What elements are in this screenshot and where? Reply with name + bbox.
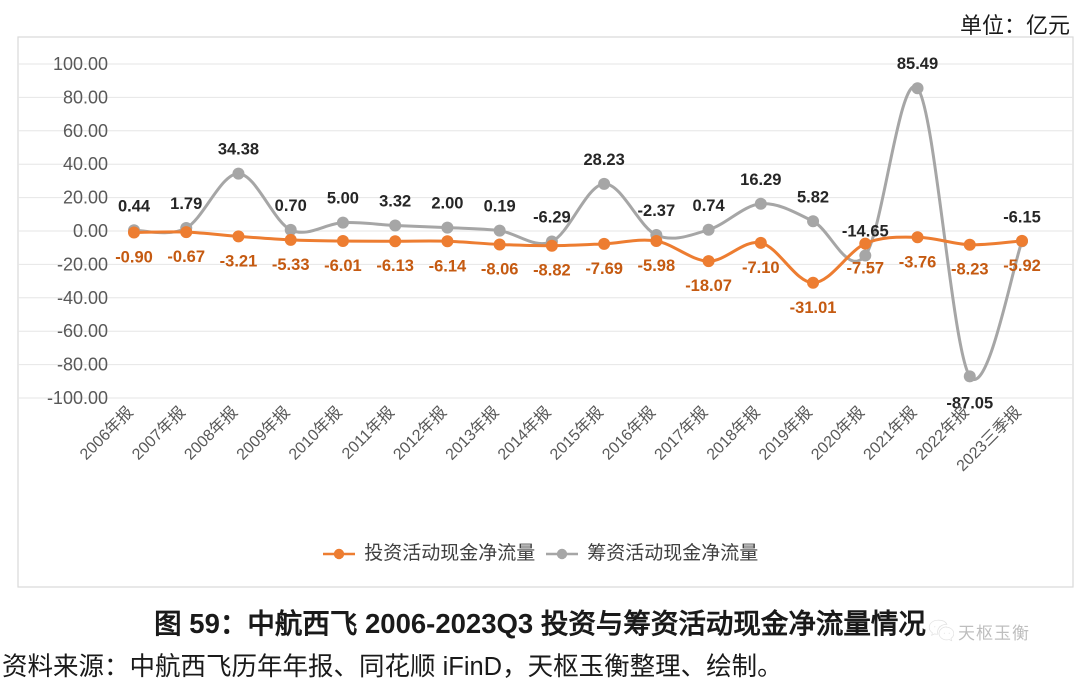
svg-text:2018年报: 2018年报 — [703, 403, 764, 464]
svg-text:0.00: 0.00 — [73, 221, 108, 241]
svg-text:100.00: 100.00 — [53, 54, 108, 74]
svg-text:2021年报: 2021年报 — [860, 403, 921, 464]
svg-text:2011年报: 2011年报 — [338, 403, 398, 463]
svg-text:2006年报: 2006年报 — [76, 403, 137, 464]
svg-text:2014年报: 2014年报 — [494, 403, 555, 464]
svg-text:-31.01: -31.01 — [790, 299, 837, 317]
svg-text:-80.00: -80.00 — [57, 355, 108, 375]
svg-text:-6.01: -6.01 — [324, 257, 362, 275]
svg-text:2010年报: 2010年报 — [285, 403, 346, 464]
svg-text:-20.00: -20.00 — [57, 254, 108, 274]
svg-text:2019年报: 2019年报 — [755, 403, 816, 464]
svg-text:-2.37: -2.37 — [638, 202, 676, 220]
svg-text:-18.07: -18.07 — [685, 277, 732, 295]
svg-text:-7.69: -7.69 — [585, 260, 623, 278]
svg-text:-5.98: -5.98 — [638, 257, 676, 275]
svg-text:40.00: 40.00 — [63, 154, 108, 174]
svg-text:2008年报: 2008年报 — [181, 403, 242, 464]
svg-text:2007年报: 2007年报 — [129, 403, 190, 464]
svg-text:-6.29: -6.29 — [533, 209, 571, 227]
svg-text:0.19: 0.19 — [484, 198, 516, 216]
svg-text:-5.33: -5.33 — [272, 256, 310, 274]
svg-text:-100.00: -100.00 — [47, 388, 108, 408]
svg-text:-0.90: -0.90 — [115, 249, 153, 267]
svg-text:3.32: 3.32 — [379, 192, 411, 210]
svg-text:-6.13: -6.13 — [376, 257, 414, 275]
svg-text:-5.92: -5.92 — [1003, 257, 1041, 275]
svg-text:28.23: 28.23 — [583, 151, 624, 169]
svg-text:-7.10: -7.10 — [742, 259, 780, 277]
svg-text:-14.65: -14.65 — [842, 222, 889, 240]
svg-text:-6.14: -6.14 — [429, 257, 467, 275]
svg-text:-3.21: -3.21 — [220, 252, 258, 270]
svg-text:5.00: 5.00 — [327, 190, 359, 208]
svg-text:1.79: 1.79 — [170, 195, 202, 213]
svg-text:-8.23: -8.23 — [951, 261, 989, 279]
svg-text:0.74: 0.74 — [693, 197, 726, 215]
svg-text:-40.00: -40.00 — [57, 288, 108, 308]
svg-text:2015年报: 2015年报 — [546, 403, 607, 464]
svg-text:-8.06: -8.06 — [481, 260, 519, 278]
svg-text:16.29: 16.29 — [740, 171, 781, 189]
svg-text:5.82: 5.82 — [797, 188, 829, 206]
svg-text:-0.67: -0.67 — [167, 248, 205, 266]
svg-text:2020年报: 2020年报 — [808, 403, 869, 464]
svg-text:2012年报: 2012年报 — [390, 403, 451, 464]
svg-text:2009年报: 2009年报 — [233, 403, 294, 464]
svg-text:-8.82: -8.82 — [533, 262, 571, 280]
svg-text:2016年报: 2016年报 — [599, 403, 660, 464]
svg-text:0.44: 0.44 — [118, 197, 151, 215]
svg-text:80.00: 80.00 — [63, 87, 108, 107]
svg-text:-6.15: -6.15 — [1003, 208, 1041, 226]
svg-text:85.49: 85.49 — [897, 55, 938, 73]
svg-text:0.70: 0.70 — [275, 197, 307, 215]
svg-text:2017年报: 2017年报 — [651, 403, 712, 464]
svg-text:20.00: 20.00 — [63, 188, 108, 208]
svg-text:34.38: 34.38 — [218, 141, 259, 159]
svg-text:-60.00: -60.00 — [57, 321, 108, 341]
svg-text:60.00: 60.00 — [63, 121, 108, 141]
svg-text:-7.57: -7.57 — [846, 260, 884, 278]
svg-text:2013年报: 2013年报 — [442, 403, 503, 464]
svg-text:-3.76: -3.76 — [899, 253, 937, 271]
svg-text:2.00: 2.00 — [431, 195, 463, 213]
